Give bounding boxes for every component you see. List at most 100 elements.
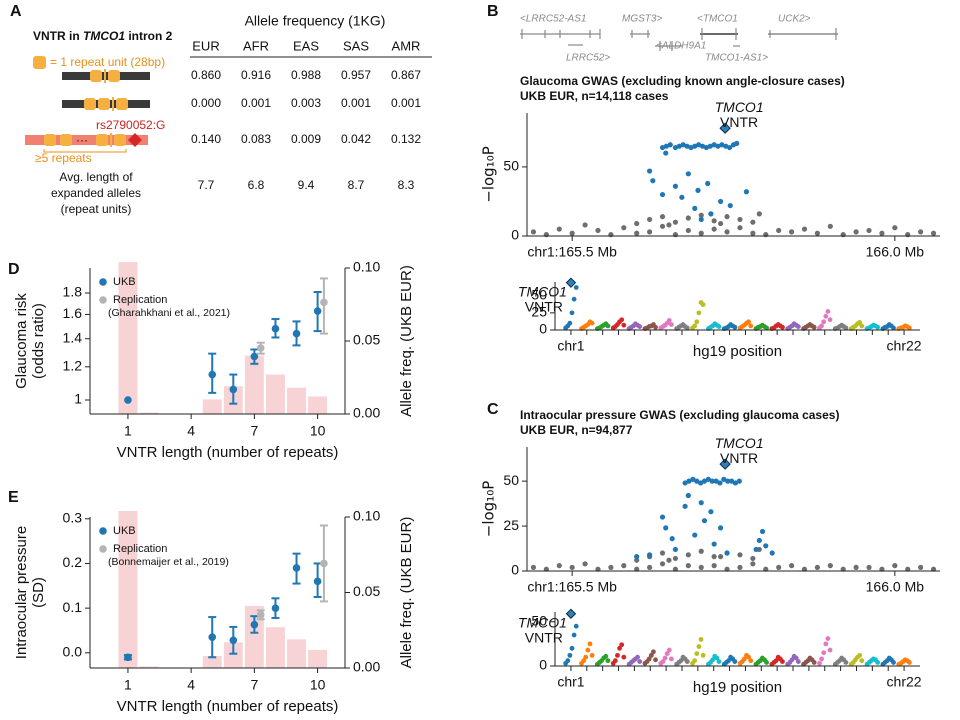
point bbox=[773, 658, 779, 664]
point bbox=[717, 480, 723, 486]
y-tick-label: 1.4 bbox=[63, 329, 83, 345]
table-cell: 0.988 bbox=[291, 68, 321, 82]
point bbox=[892, 225, 898, 231]
repeat-unit bbox=[90, 70, 102, 82]
point bbox=[737, 564, 743, 571]
point bbox=[698, 216, 704, 223]
x-tick-label: chr1:165.5 Mb bbox=[527, 579, 617, 595]
point bbox=[727, 202, 733, 209]
legend-label: UKB bbox=[113, 276, 136, 288]
point bbox=[788, 563, 795, 569]
point bbox=[313, 307, 322, 315]
point bbox=[595, 227, 601, 234]
point bbox=[801, 226, 808, 232]
point bbox=[685, 492, 691, 499]
point bbox=[650, 178, 656, 184]
point bbox=[701, 518, 708, 524]
point bbox=[708, 509, 714, 515]
x-tick-label: 10 bbox=[310, 677, 326, 693]
point bbox=[697, 480, 704, 486]
point bbox=[672, 219, 679, 225]
legend-label: Replication bbox=[113, 543, 167, 555]
y2-axis-label: Allele freq. (UKB EUR) bbox=[398, 517, 415, 669]
point bbox=[698, 637, 704, 642]
y2-tick-label: 0.00 bbox=[353, 659, 380, 675]
avg-label: expanded alleles bbox=[51, 186, 141, 200]
point bbox=[556, 226, 562, 232]
y-tick-label: 50 bbox=[531, 612, 547, 628]
point bbox=[651, 649, 656, 655]
x-tick-label: chr22 bbox=[887, 338, 922, 354]
point bbox=[819, 323, 824, 329]
chart-title: Intraocular pressure GWAS (excluding gla… bbox=[520, 408, 839, 422]
point bbox=[662, 655, 668, 661]
bar bbox=[265, 374, 285, 414]
x-axis-label: hg19 position bbox=[693, 343, 782, 360]
repeat-unit bbox=[98, 98, 110, 110]
point bbox=[866, 564, 872, 571]
point bbox=[659, 191, 666, 198]
point bbox=[737, 552, 743, 558]
y2-tick-label: 0.05 bbox=[353, 583, 380, 599]
point bbox=[726, 658, 731, 664]
point bbox=[685, 563, 691, 569]
y-tick-label: 0 bbox=[539, 657, 547, 673]
y-tick-label: 1.8 bbox=[63, 284, 83, 300]
x-tick-label: 4 bbox=[187, 677, 195, 693]
title-part: intron 2 bbox=[125, 29, 173, 43]
point bbox=[669, 322, 674, 327]
point bbox=[694, 319, 700, 325]
point bbox=[585, 647, 591, 653]
legend-label: Replication bbox=[113, 294, 167, 306]
y-axis-label: (odds ratio) bbox=[30, 303, 47, 379]
lead-marker bbox=[719, 458, 731, 470]
point bbox=[743, 189, 750, 195]
point bbox=[698, 230, 704, 236]
point bbox=[705, 476, 711, 482]
point bbox=[866, 227, 872, 234]
repeat-separator bbox=[110, 133, 112, 147]
point bbox=[686, 478, 692, 484]
point bbox=[825, 636, 831, 641]
point bbox=[724, 550, 730, 556]
point bbox=[571, 632, 577, 638]
legend-marker bbox=[99, 278, 107, 286]
point bbox=[711, 554, 717, 560]
point bbox=[612, 658, 618, 664]
point bbox=[320, 298, 328, 307]
point bbox=[776, 227, 782, 234]
exon-ticks bbox=[521, 28, 837, 51]
point bbox=[634, 220, 640, 227]
point bbox=[647, 168, 653, 174]
point bbox=[716, 324, 722, 329]
point bbox=[827, 563, 833, 569]
point bbox=[672, 555, 679, 562]
point bbox=[918, 564, 924, 571]
point bbox=[646, 656, 652, 662]
legend-marker bbox=[99, 527, 107, 535]
panel-label: B bbox=[487, 3, 499, 20]
column-header: EUR bbox=[192, 38, 219, 53]
point bbox=[666, 647, 672, 653]
point bbox=[669, 656, 674, 662]
point bbox=[827, 223, 833, 229]
legend-marker bbox=[99, 545, 107, 553]
table-title: Allele frequency (1KG) bbox=[245, 13, 386, 29]
y2-tick-label: 0.05 bbox=[353, 332, 380, 348]
panel-label: D bbox=[8, 261, 20, 278]
annotation: TMCO1 bbox=[715, 435, 764, 451]
point bbox=[647, 216, 653, 223]
point bbox=[663, 150, 669, 156]
point bbox=[717, 525, 724, 531]
y-tick-label: 50 bbox=[531, 286, 547, 302]
point bbox=[621, 563, 627, 569]
panel-label: C bbox=[487, 401, 499, 418]
point bbox=[821, 650, 827, 656]
point bbox=[724, 214, 730, 220]
point bbox=[124, 396, 132, 404]
point bbox=[672, 183, 679, 189]
point bbox=[582, 222, 588, 228]
x-tick-label: 166.0 Mb bbox=[866, 579, 925, 595]
